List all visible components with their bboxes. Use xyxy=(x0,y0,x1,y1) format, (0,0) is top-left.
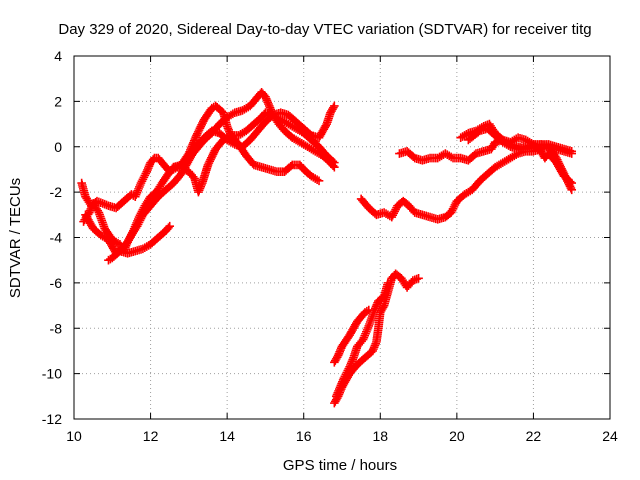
y-tick-label: -8 xyxy=(50,320,63,336)
data-series xyxy=(77,88,577,408)
y-tick-label: 2 xyxy=(54,93,62,109)
x-tick-label: 12 xyxy=(143,428,159,444)
series-track-4 xyxy=(104,108,339,265)
x-tick-label: 14 xyxy=(219,428,235,444)
x-tick-label: 10 xyxy=(66,428,82,444)
x-tick-label: 20 xyxy=(449,428,465,444)
y-tick-label: -10 xyxy=(42,366,62,382)
series-track-9 xyxy=(464,124,577,156)
x-tick-label: 16 xyxy=(296,428,312,444)
x-tick-label: 22 xyxy=(526,428,542,444)
data-point xyxy=(330,101,339,111)
data-point xyxy=(328,156,338,166)
data-point xyxy=(164,223,173,232)
y-tick-label: -6 xyxy=(50,275,63,291)
series-track-5 xyxy=(169,101,324,186)
chart-title: Day 329 of 2020, Sidereal Day-to-day VTE… xyxy=(58,21,591,38)
y-axis-label: SDTVAR / TECUs xyxy=(7,178,24,298)
data-point xyxy=(330,158,339,167)
x-tick-label: 24 xyxy=(602,428,618,444)
series-track-3 xyxy=(81,210,175,258)
y-tick-label: -12 xyxy=(42,411,62,427)
x-axis-label: GPS time / hours xyxy=(283,457,397,474)
y-tick-label: 4 xyxy=(54,48,62,64)
data-point xyxy=(286,161,295,171)
series-track-12 xyxy=(331,278,393,401)
series-track-10 xyxy=(330,305,374,367)
y-tick-label: -4 xyxy=(50,230,63,246)
data-point xyxy=(414,274,423,283)
data-point xyxy=(383,278,393,288)
x-tick-label: 18 xyxy=(372,428,388,444)
y-tick-label: -2 xyxy=(50,184,63,200)
data-point xyxy=(165,221,175,231)
series-track-2 xyxy=(79,101,339,256)
series-track-1 xyxy=(77,88,339,213)
data-point xyxy=(567,146,577,156)
y-tick-label: 0 xyxy=(54,139,62,155)
data-point xyxy=(567,185,577,195)
data-point xyxy=(314,176,324,186)
